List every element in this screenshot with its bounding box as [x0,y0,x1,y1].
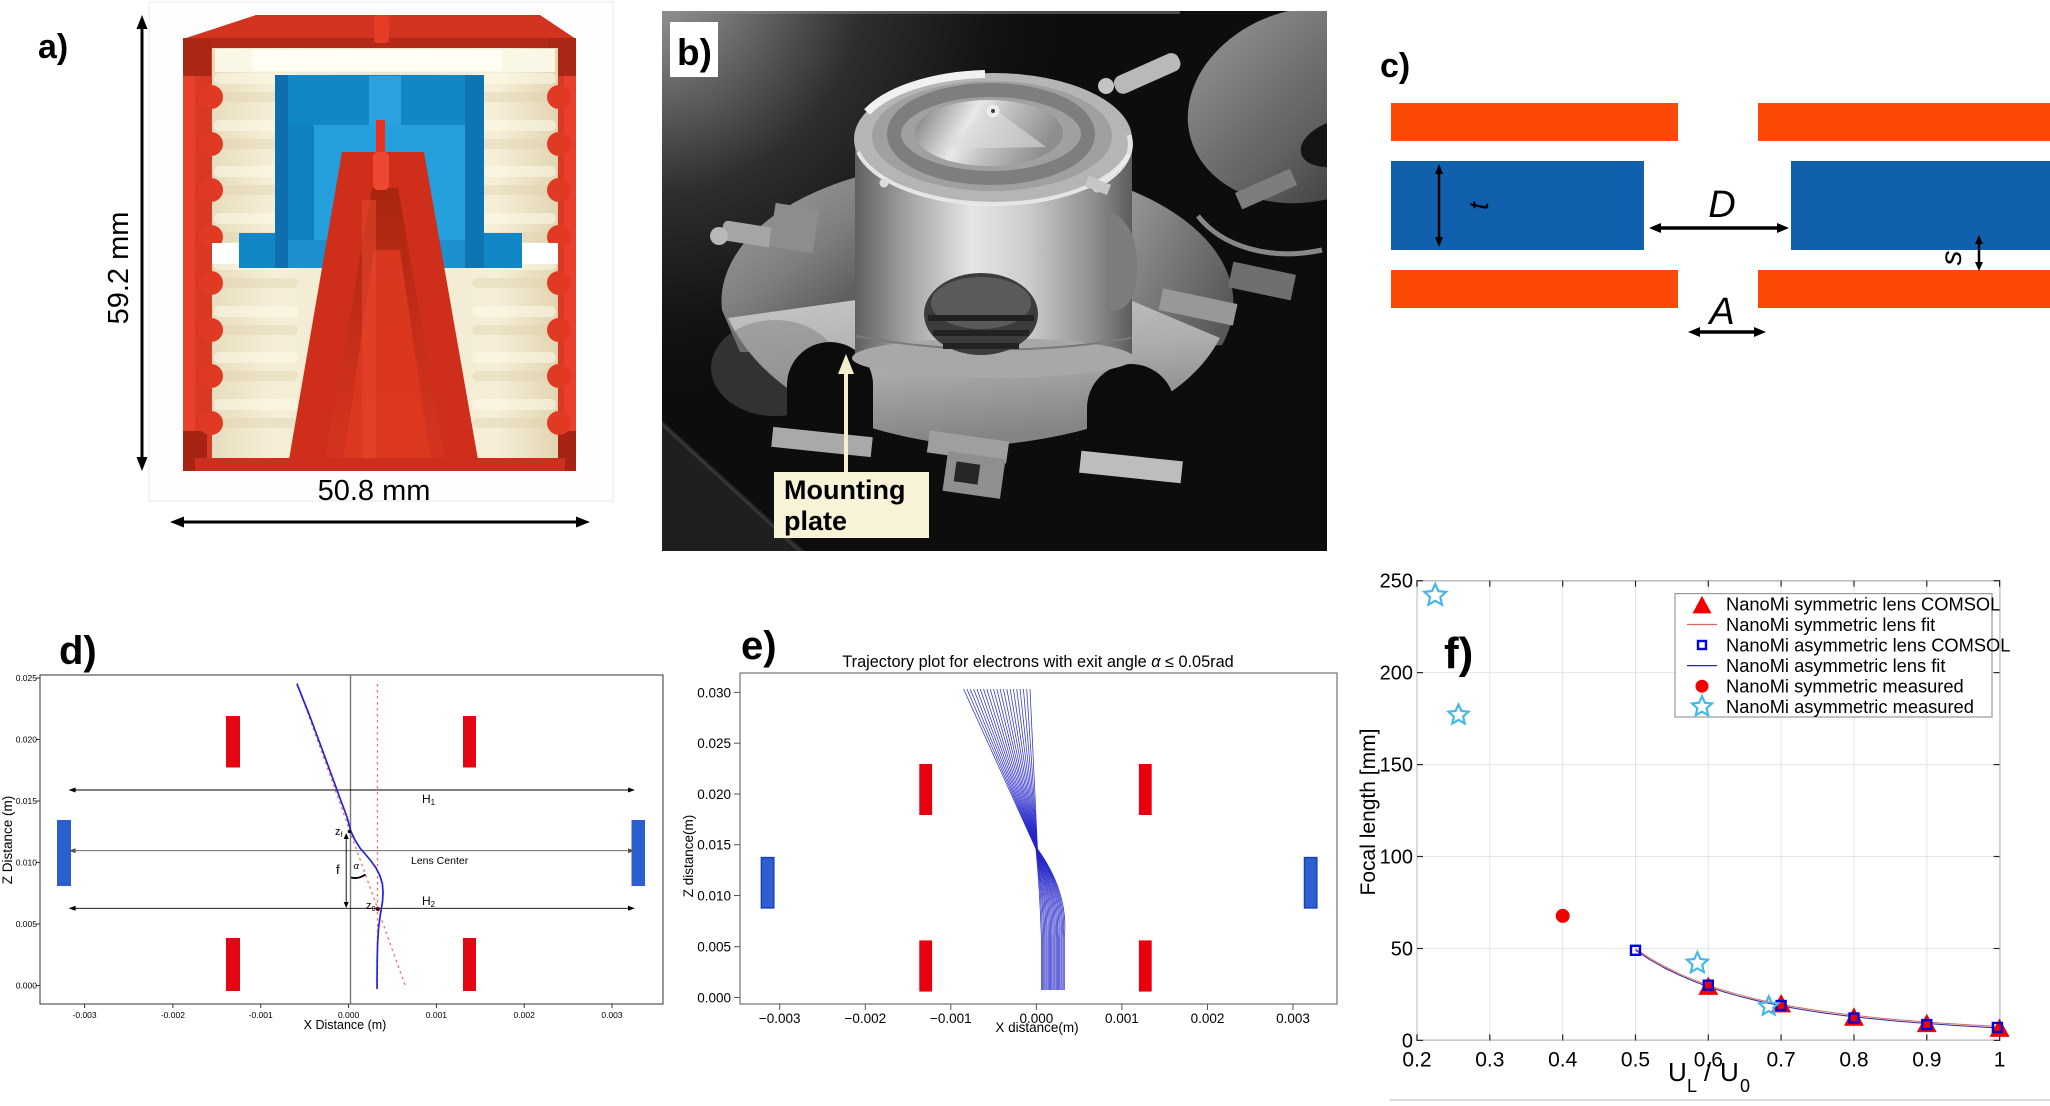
svg-text:Trajectory plot for electrons: Trajectory plot for electrons with exit … [842,653,1233,671]
svg-text:0.2: 0.2 [1402,1048,1431,1071]
svg-text:0.002: 0.002 [1191,1011,1225,1026]
svg-text:NanoMi asymmetric measured: NanoMi asymmetric measured [1726,696,1974,717]
svg-text:0.010: 0.010 [16,858,38,868]
svg-text:Z Distance (m): Z Distance (m) [0,796,15,885]
svg-text:0.003: 0.003 [601,1010,623,1020]
svg-text:U: U [1720,1057,1739,1087]
svg-text:X distance(m): X distance(m) [995,1020,1078,1035]
svg-text:1: 1 [1994,1048,2006,1071]
svg-text:250: 250 [1380,571,1413,593]
svg-text:NanoMi asymmetric lens COMSOL: NanoMi asymmetric lens COMSOL [1726,635,2010,656]
svg-text:/: / [1704,1057,1712,1087]
svg-text:d): d) [59,629,97,673]
svg-text:NanoMi symmetric lens COMSOL: NanoMi symmetric lens COMSOL [1726,593,2000,614]
svg-text:−0.002: −0.002 [844,1011,886,1026]
svg-text:U: U [1668,1057,1687,1087]
svg-text:-0.001: -0.001 [249,1010,273,1020]
svg-text:b): b) [677,32,712,73]
svg-text:0.025: 0.025 [697,736,731,751]
svg-text:50.8 mm: 50.8 mm [318,475,431,507]
svg-text:59.2 mm: 59.2 mm [103,212,135,325]
svg-text:150: 150 [1380,755,1413,777]
svg-text:50: 50 [1391,939,1413,961]
svg-text:0.9: 0.9 [1912,1048,1941,1071]
svg-text:e): e) [741,624,777,668]
svg-text:0.001: 0.001 [426,1010,448,1020]
svg-text:0: 0 [1402,1030,1413,1052]
svg-text:0.010: 0.010 [697,889,731,904]
svg-text:−0.003: −0.003 [759,1011,801,1026]
svg-text:0.000: 0.000 [338,1010,360,1020]
svg-text:0.020: 0.020 [697,787,731,802]
svg-text:-0.002: -0.002 [161,1010,185,1020]
svg-text:α: α [354,861,360,872]
svg-text:200: 200 [1380,663,1413,685]
svg-text:0.005: 0.005 [697,940,731,955]
svg-text:0.015: 0.015 [16,796,38,806]
svg-text:f: f [336,862,340,877]
svg-text:0.8: 0.8 [1839,1048,1868,1071]
svg-text:f): f) [1444,629,1473,678]
svg-text:0.6: 0.6 [1694,1048,1723,1071]
svg-text:s: s [1935,251,1968,266]
svg-text:100: 100 [1380,847,1413,869]
svg-text:Mounting: Mounting [784,475,905,505]
svg-text:Focal length [mm]: Focal length [mm] [1357,729,1380,896]
svg-text:0.7: 0.7 [1766,1048,1795,1071]
svg-text:0.001: 0.001 [1105,1011,1139,1026]
svg-text:0.002: 0.002 [514,1010,536,1020]
svg-text:z0: z0 [366,900,376,913]
svg-text:0.020: 0.020 [16,735,38,745]
svg-text:0.3: 0.3 [1475,1048,1504,1071]
svg-text:0.000: 0.000 [16,981,38,991]
svg-text:X Distance (m): X Distance (m) [304,1018,387,1032]
svg-text:0: 0 [1740,1076,1750,1096]
svg-text:a): a) [38,28,68,66]
svg-text:D: D [1708,184,1735,226]
svg-text:0.015: 0.015 [697,838,731,853]
svg-text:L: L [1687,1076,1697,1096]
svg-text:0.000: 0.000 [697,991,731,1006]
svg-text:Z distance(m): Z distance(m) [681,815,696,898]
svg-text:zf: zf [335,826,344,839]
svg-text:t: t [1463,201,1494,210]
svg-text:0.4: 0.4 [1548,1048,1578,1071]
svg-text:-0.003: -0.003 [73,1010,97,1020]
svg-text:0.003: 0.003 [1276,1011,1310,1026]
svg-text:NanoMi asymmetric lens fit: NanoMi asymmetric lens fit [1726,655,1945,676]
svg-text:0.025: 0.025 [16,673,38,683]
svg-text:NanoMi symmetric measured: NanoMi symmetric measured [1726,676,1964,697]
svg-text:plate: plate [784,506,847,536]
svg-text:0.030: 0.030 [697,685,731,700]
svg-text:NanoMi symmetric lens fit: NanoMi symmetric lens fit [1726,614,1935,635]
svg-text:0.5: 0.5 [1621,1048,1650,1071]
svg-text:Lens Center: Lens Center [411,855,469,867]
svg-text:A: A [1707,291,1734,333]
svg-text:c): c) [1380,47,1410,85]
svg-text:0.005: 0.005 [16,919,38,929]
svg-text:0.000: 0.000 [1020,1011,1054,1026]
svg-text:−0.001: −0.001 [930,1011,972,1026]
